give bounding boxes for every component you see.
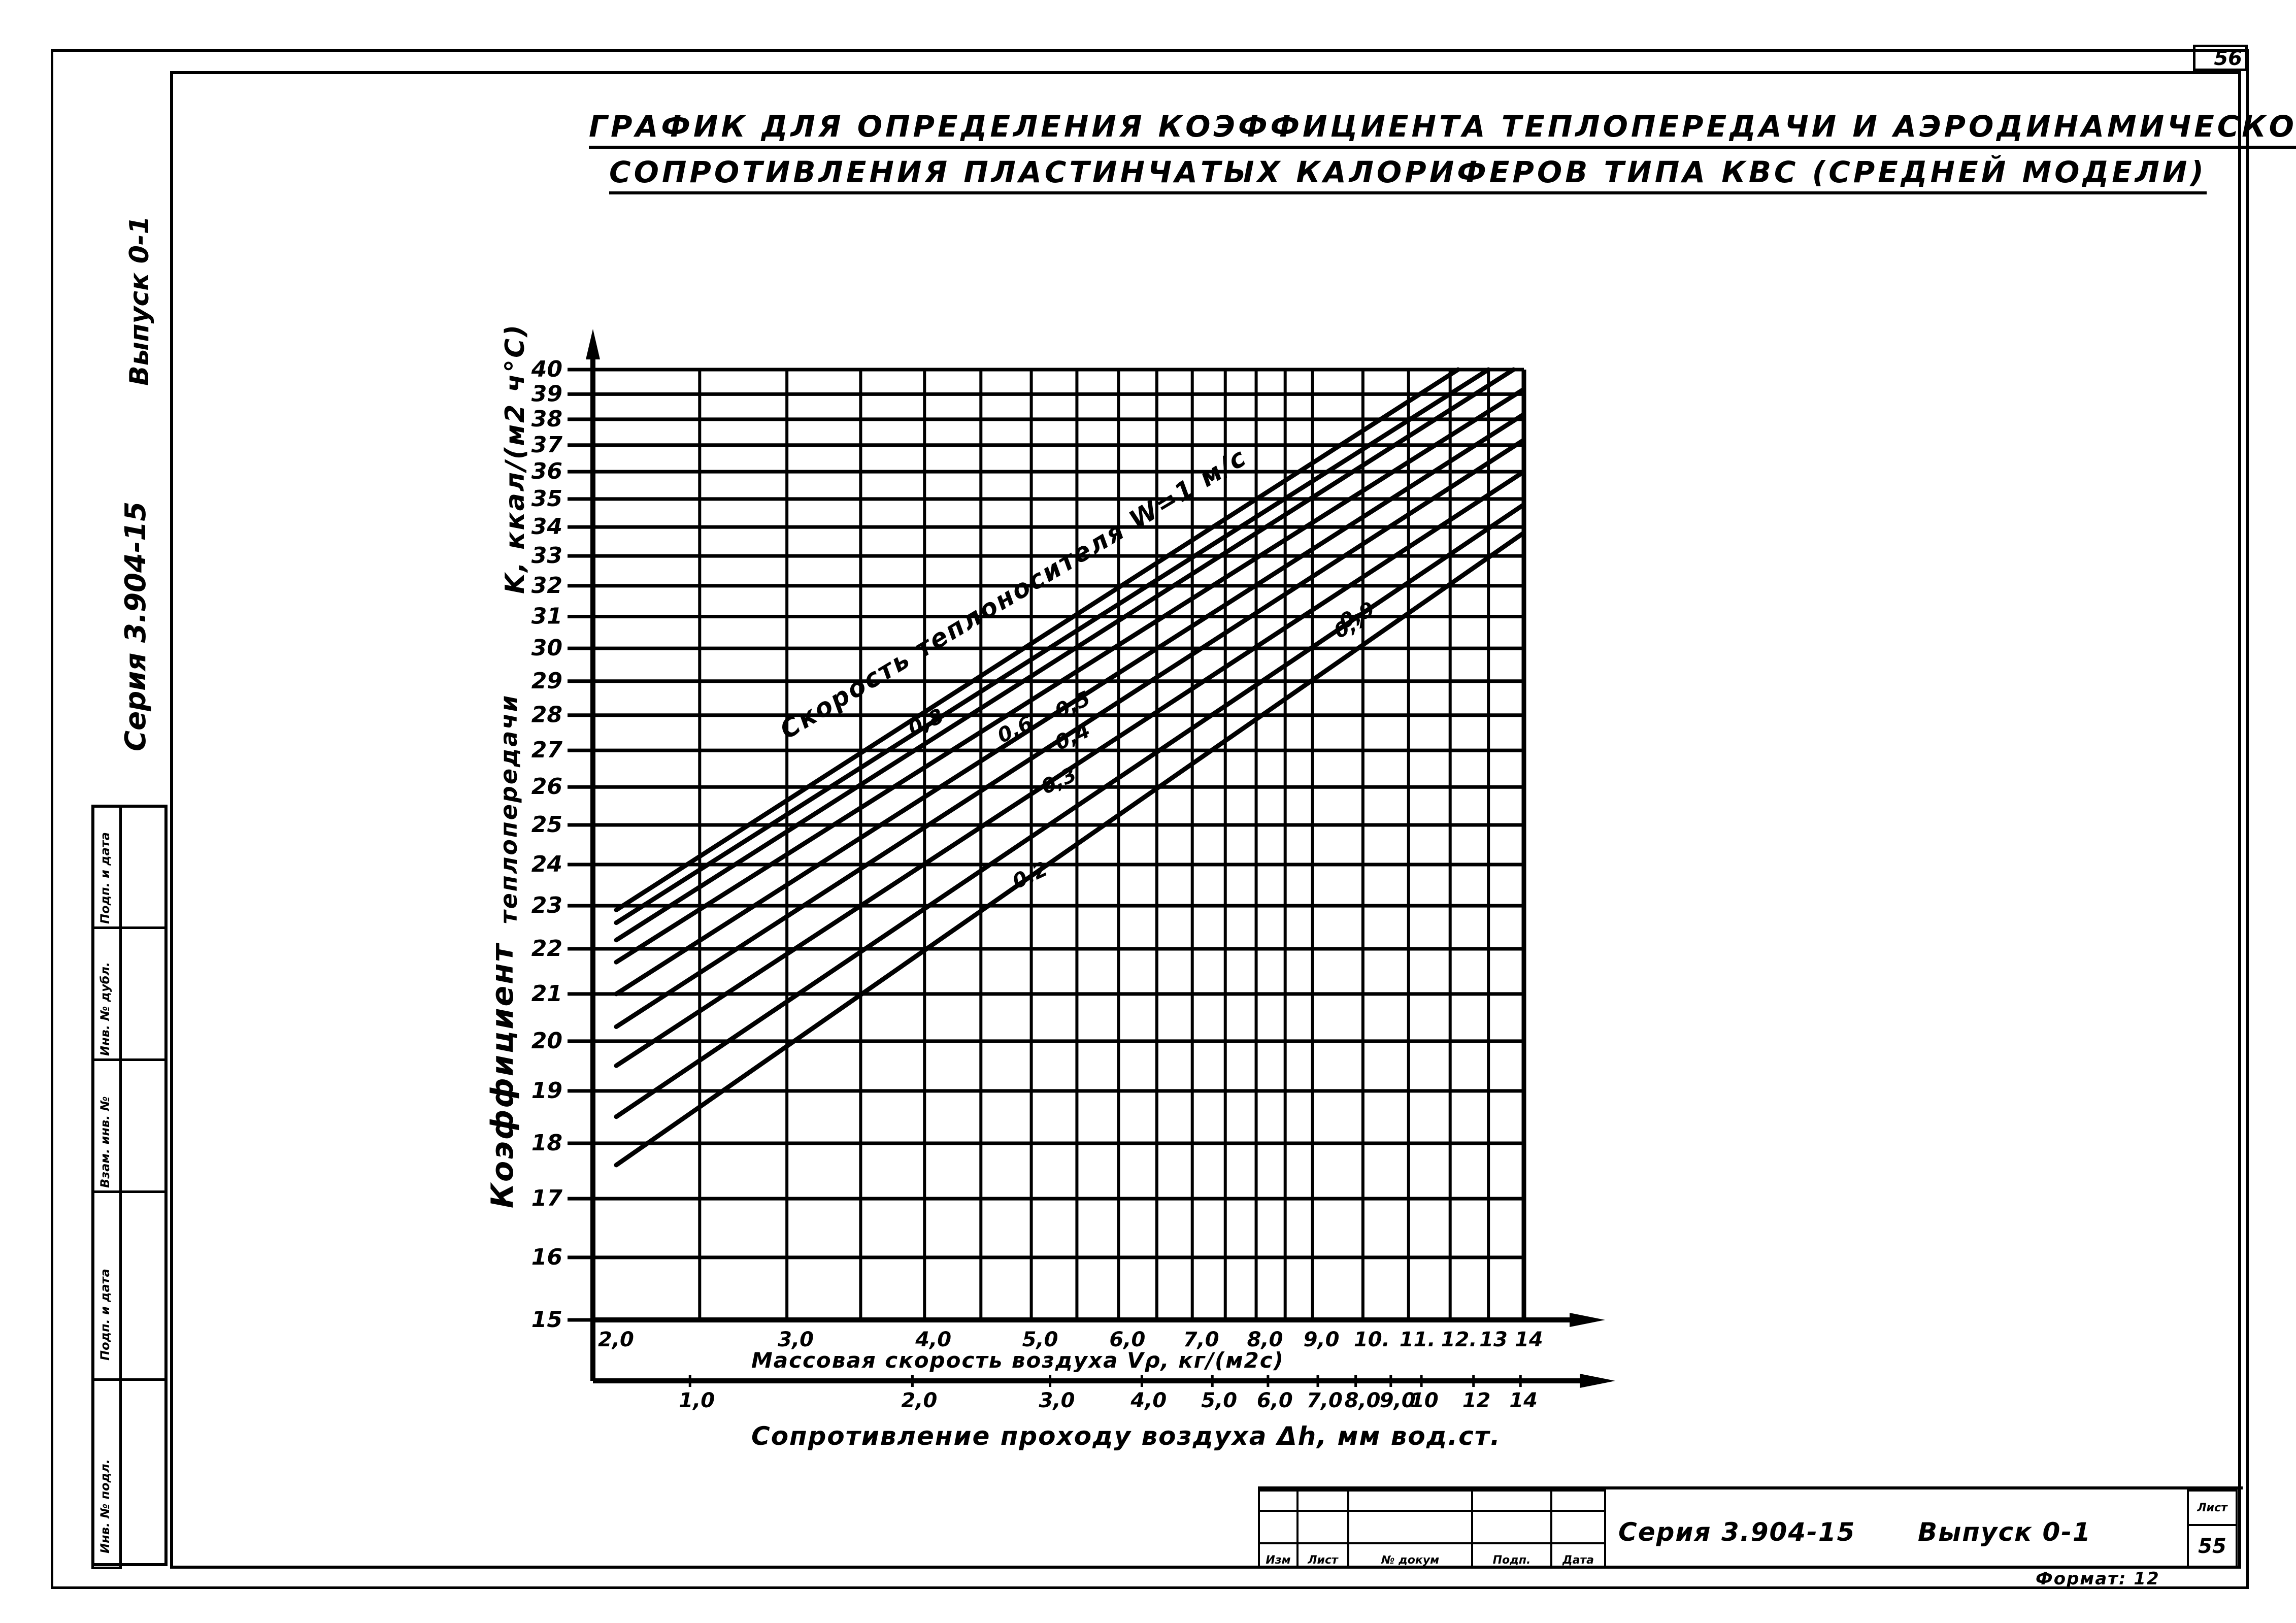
- y-tick-label: 36: [531, 458, 562, 484]
- title-block: Изм Лист № докум Подп. Дата Серия 3.904-…: [1258, 1486, 2243, 1571]
- x-tick-label: 11.: [1400, 1328, 1436, 1351]
- y-tick-label: 18: [531, 1130, 562, 1156]
- y-tick-label: 20: [531, 1028, 562, 1054]
- x2-tick-label: 2,0: [901, 1389, 937, 1412]
- side-stamp-divider: [122, 1058, 167, 1061]
- y-tick-label: 35: [531, 486, 562, 512]
- y-axis-label-left: Коэффициент: [485, 942, 520, 1208]
- tb-col-date: Дата: [1550, 1489, 1606, 1569]
- x-tick-label: 13: [1479, 1328, 1508, 1351]
- x-tick-label: 9,0: [1304, 1328, 1340, 1351]
- title-line-1: График для определения коэффициента тепл…: [589, 109, 2296, 149]
- y-tick-label: 16: [531, 1244, 562, 1270]
- x2-axis-label-resistance: Сопротивление проходу воздуха Δh, мм вод…: [751, 1421, 1501, 1451]
- x2-tick-label: 9,0: [1380, 1389, 1416, 1412]
- y-tick-label: 23: [531, 892, 562, 918]
- side-stamp-divider: [122, 1190, 167, 1193]
- x-tick-label: 6,0: [1109, 1328, 1145, 1351]
- tb-col-list: Лист: [1296, 1489, 1349, 1569]
- y-tick-label: 27: [531, 737, 563, 763]
- y-tick-label: 24: [531, 851, 562, 877]
- tb-sheet-label-cell: Лист: [2187, 1489, 2238, 1526]
- curve-W-0-9: [614, 367, 1491, 925]
- x-tick-label: 4,0: [915, 1328, 951, 1351]
- sheet-number-top: 56: [2214, 47, 2242, 70]
- y-tick-label: 26: [531, 774, 562, 800]
- x2-tick-label: 1,0: [679, 1389, 715, 1412]
- y-tick-label: 34: [531, 514, 562, 540]
- curve-W-0-6: [614, 412, 1526, 997]
- x-tick-label: 12.: [1441, 1328, 1477, 1351]
- y-tick-label: 17: [531, 1185, 563, 1211]
- tb-row-line: [1258, 1510, 1606, 1512]
- tb-col-izm: Изм: [1258, 1489, 1299, 1569]
- format-label: Формат: 12: [2036, 1569, 2160, 1589]
- side-stamp-divider: [122, 926, 167, 929]
- x2-tick-label: 6,0: [1257, 1389, 1293, 1412]
- y-axis-label-mid: теплопередачи: [495, 693, 522, 924]
- x-tick-label: 3,0: [778, 1328, 814, 1351]
- tb-col-sign: Подп.: [1471, 1489, 1552, 1569]
- x2-tick-label: 8,0: [1345, 1389, 1381, 1412]
- y-tick-label: 15: [531, 1307, 562, 1333]
- x2-tick-label: 10: [1410, 1389, 1439, 1412]
- tb-row-line: [1258, 1542, 1606, 1544]
- x2-tick-label: 14: [1509, 1389, 1538, 1412]
- y-tick-label: 31: [531, 603, 562, 629]
- y-tick-label: 25: [531, 812, 562, 838]
- x2-axis-arrow-icon: [1580, 1374, 1615, 1388]
- y-tick-label: 39: [531, 381, 562, 407]
- y-tick-label: 30: [531, 635, 562, 661]
- y-tick-label: 28: [531, 702, 562, 728]
- curve-W-0-4: [614, 469, 1526, 1068]
- curve-W-1-0: [614, 367, 1460, 913]
- y-tick-label: 22: [531, 936, 562, 962]
- x2-tick-label: 4,0: [1130, 1389, 1167, 1412]
- y-tick-label: 19: [531, 1078, 562, 1104]
- y-axis-label-top: K, ккал/(м2 ч°C): [500, 323, 530, 594]
- side-stamp-cell: Инв. № подл.: [91, 1378, 122, 1569]
- y-tick-label: 38: [531, 406, 562, 432]
- x-tick-label: 7,0: [1183, 1328, 1219, 1351]
- y-axis-arrow-icon: [586, 329, 600, 359]
- x2-tick-label: 3,0: [1039, 1389, 1075, 1412]
- tb-series: Серия 3.904-15: [1618, 1517, 1856, 1547]
- x-axis-arrow-icon: [1570, 1313, 1605, 1327]
- title-line-2: сопротивления пластинчатых калориферов т…: [609, 155, 2207, 194]
- tb-issue: Выпуск 0-1: [1918, 1517, 2091, 1547]
- x-tick-label: 5,0: [1022, 1328, 1058, 1351]
- curve-W-0-5: [614, 438, 1526, 1030]
- side-stamp: Подп. и дата Инв. № дубл. Взам. инв. № П…: [91, 805, 168, 1569]
- curve-W-0-3: [614, 502, 1526, 1119]
- y-tick-label: 37: [531, 432, 563, 458]
- x2-tick-label: 7,0: [1307, 1389, 1343, 1412]
- y-tick-label: 29: [531, 668, 562, 694]
- curve-W-0-7: [614, 387, 1526, 965]
- x-tick-label: 2,0: [598, 1328, 634, 1351]
- outer-frame: [51, 49, 2249, 1589]
- side-stamp-divider: [122, 1378, 167, 1381]
- curve-W-0-8: [614, 367, 1516, 943]
- curve-legend-title: Скорость теплоносителя W=1 м/с: [775, 442, 1252, 745]
- x2-tick-label: 5,0: [1201, 1389, 1237, 1412]
- tb-sheet-value-cell: 55: [2187, 1524, 2238, 1569]
- x-tick-label: 14: [1515, 1328, 1543, 1351]
- y-tick-label: 40: [531, 356, 562, 382]
- tb-col-doc: № докум: [1347, 1489, 1473, 1569]
- y-tick-label: 21: [531, 981, 562, 1007]
- y-tick-label: 32: [531, 573, 562, 599]
- curve-W-0-2: [614, 530, 1526, 1168]
- x-tick-label: 8,0: [1247, 1328, 1283, 1351]
- x-axis-label-mass-velocity: Массовая скорость воздуха Vρ, кг/(м2с): [751, 1348, 1284, 1373]
- x2-tick-label: 12: [1462, 1389, 1491, 1412]
- y-tick-label: 33: [531, 543, 562, 569]
- sheet-number-box: 56: [2193, 45, 2248, 71]
- inner-frame: [170, 71, 2241, 1569]
- x-tick-label: 10.: [1354, 1328, 1390, 1351]
